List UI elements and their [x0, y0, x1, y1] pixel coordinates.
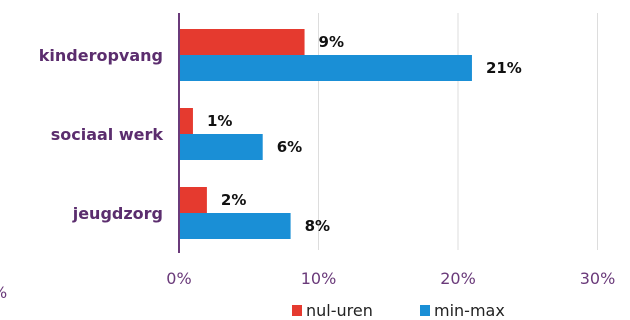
x-tick-label-2: 20%: [440, 269, 476, 288]
data-label-nul-uren-0: 9%: [319, 33, 344, 51]
legend-label-min-max: min-max: [434, 301, 505, 320]
bar-min-max-1: [179, 134, 263, 160]
bar-min-max-0: [179, 55, 472, 81]
data-label-nul-uren-1: 1%: [207, 112, 232, 130]
bar-nul-uren-2: [179, 187, 207, 213]
x-tick-labels: 0% 10% 20% 30%: [166, 269, 615, 288]
legend: nul-uren min-max: [292, 301, 505, 320]
data-label-min-max-0: 21%: [486, 59, 522, 77]
data-label-min-max-1: 6%: [277, 138, 302, 156]
bar-min-max-2: [179, 213, 291, 239]
category-labels: kinderopvang sociaal werk jeugdzorg: [39, 46, 164, 223]
data-label-nul-uren-2: 2%: [221, 191, 246, 209]
legend-label-nul-uren: nul-uren: [306, 301, 373, 320]
data-label-min-max-2: 8%: [305, 217, 330, 235]
legend-swatch-min-max: [420, 305, 430, 316]
bar-nul-uren-0: [179, 29, 305, 55]
legend-swatch-nul-uren: [292, 305, 302, 316]
bars: 9% 21% 1% 6% 2% 8%: [179, 29, 522, 239]
bar-nul-uren-1: [179, 108, 193, 134]
gridlines: [318, 13, 598, 250]
x-tick-label-3: 30%: [580, 269, 616, 288]
category-label-2: jeugdzorg: [72, 204, 163, 223]
x-tick-label-partial: %: [0, 283, 7, 302]
x-tick-label-0: 0%: [166, 269, 191, 288]
x-tick-label-1: 10%: [301, 269, 337, 288]
category-label-0: kinderopvang: [39, 46, 163, 65]
category-label-1: sociaal werk: [51, 125, 164, 144]
